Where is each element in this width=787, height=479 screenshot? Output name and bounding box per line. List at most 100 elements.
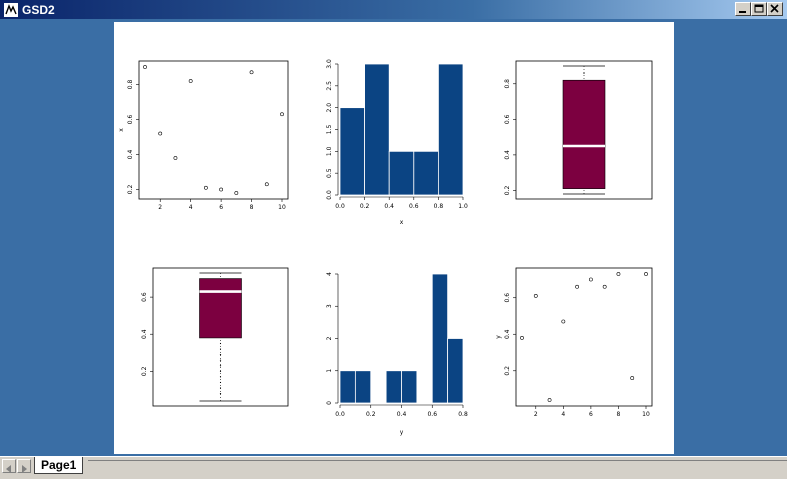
hist-x-ytick-label: 2.5: [326, 81, 333, 91]
scatter-point: [533, 294, 538, 298]
scatter-point: [143, 65, 147, 69]
boxplot-y-point: [219, 342, 222, 345]
hist-x-ytick-label: 2.0: [326, 103, 333, 113]
scatter-point: [234, 191, 239, 195]
hist-y-ytick-label: 2: [326, 336, 333, 340]
hist-x-xtick-label: 0.2: [360, 203, 370, 210]
hist-y-ytick-label: 0: [326, 401, 333, 405]
boxplot-y-point: [219, 370, 222, 372]
scatter-y-ylabel: y: [495, 335, 502, 339]
scatter-point: [602, 284, 607, 289]
scatter-x-xtick-label: 8: [250, 204, 254, 211]
scatter-point: [264, 182, 269, 187]
boxplot-y-ytick-label: 0.4: [141, 329, 148, 339]
scatter-point: [219, 187, 224, 192]
scatter-y-xtick-label: 6: [589, 411, 593, 418]
scatter-y-xtick-label: 10: [642, 411, 650, 418]
hist-x-xtick-label: 0.4: [384, 203, 394, 210]
hist-y-xtick-label: 0.4: [397, 411, 407, 418]
graphics-area: 2 4 6 8 10 0.2 0.4 0.6 0.8 x 0.0 0.2 0.4 0.6 0.8 1.0 0.0…: [0, 19, 787, 456]
hist-y-ytick-label: 1: [326, 369, 333, 373]
scatter-point: [547, 398, 552, 402]
maximize-icon: [754, 4, 764, 13]
boxplot-y-point: [219, 392, 222, 395]
close-icon: [770, 4, 779, 13]
hist-x-ytick-label: 3.0: [326, 59, 333, 69]
scatter-x-xtick-label: 2: [158, 204, 162, 211]
title-bar: GSD2: [0, 0, 787, 19]
hist-bar: [364, 63, 390, 196]
prev-page-button[interactable]: [2, 459, 16, 473]
boxplot-x-ytick-label: 0.8: [504, 79, 511, 89]
scatter-y-ytick-label: 0.6: [504, 293, 511, 303]
hist-bar: [431, 273, 449, 404]
boxplot-x-ytick-label: 0.2: [504, 185, 511, 195]
hist-y-xlabel: y: [400, 429, 404, 436]
scatter-y-xtick-label: 8: [617, 411, 621, 418]
boxplot-y-ytick-label: 0.6: [141, 292, 148, 302]
hist-y-xtick-label: 0.2: [366, 411, 376, 418]
hist-x-xlabel: x: [400, 219, 404, 226]
plot-frame: [515, 267, 653, 407]
scatter-x-ylabel: x: [118, 128, 125, 132]
boxplot-y-point: [219, 381, 222, 384]
scatter-point: [158, 131, 163, 136]
hist-x-xtick-label: 0.0: [335, 203, 345, 210]
scatter-point: [588, 277, 593, 282]
hist-x-xtick-label: 1.0: [458, 203, 468, 210]
hist-x-ytick-label: 0.5: [326, 168, 333, 178]
hist-y-ytick-label: 3: [326, 304, 333, 308]
scatter-y-ytick-label: 0.2: [504, 366, 511, 376]
boxplot-x-ytick-label: 0.6: [504, 114, 511, 124]
scatter-x-ytick-label: 0.2: [127, 185, 134, 195]
scatter-x-ytick-label: 0.4: [127, 150, 134, 160]
scatter-point: [249, 70, 254, 75]
scatter-point: [280, 112, 284, 117]
scatter-point: [188, 79, 193, 83]
boxplot-y-point: [219, 354, 222, 356]
graphics-page: 2 4 6 8 10 0.2 0.4 0.6 0.8 x 0.0 0.2 0.4 0.6 0.8 1.0 0.0…: [114, 22, 674, 454]
plot-canvas: 2 4 6 8 100.20.40.60.8x0.0 0.2 0.4 0.6 0.8 1.00.0…: [118, 59, 653, 436]
scatter-x-ytick-label: 0.8: [127, 80, 134, 90]
window-title: GSD2: [22, 2, 55, 17]
hist-y-ytick-label: 4: [326, 272, 333, 276]
app-icon: [4, 2, 18, 17]
plot-frame: [152, 267, 289, 407]
scatter-point: [575, 284, 580, 289]
next-page-button[interactable]: [17, 459, 31, 473]
minimize-icon: [739, 11, 746, 13]
boxplot-y-point: [219, 387, 222, 389]
boxplot-x-ytick-label: 0.4: [504, 150, 511, 160]
scatter-y-xtick-label: 4: [561, 411, 565, 418]
scatter-x-xtick-label: 4: [189, 204, 193, 211]
boxplot-y-box: [199, 278, 242, 339]
hist-bar: [339, 107, 366, 196]
hist-x-xtick-label: 0.8: [434, 203, 444, 210]
scatter-point: [173, 156, 178, 160]
plot-frame: [138, 60, 289, 200]
minimize-button[interactable]: [735, 2, 751, 16]
hist-bar: [339, 370, 356, 404]
close-button[interactable]: [767, 2, 783, 16]
scatter-point: [644, 272, 648, 276]
boxplot-y-point: [219, 365, 222, 367]
scatter-x-xtick-label: 6: [219, 204, 223, 211]
hist-y-xtick-label: 0.8: [458, 411, 468, 418]
left-arrow-icon: [6, 465, 11, 473]
tab-page1[interactable]: Page1: [34, 457, 84, 474]
tab-strip: [88, 460, 787, 475]
hist-bar: [388, 150, 415, 196]
page-tab-bar: Page1: [0, 456, 787, 475]
scatter-point: [616, 272, 621, 276]
scatter-point: [630, 376, 635, 380]
boxplot-y-ytick-label: 0.2: [141, 366, 148, 376]
maximize-button[interactable]: [751, 2, 767, 16]
hist-bar: [401, 370, 418, 404]
plot-frame: [515, 60, 653, 200]
boxplot-x-point: [583, 72, 585, 74]
scatter-x-xtick-label: 10: [278, 204, 286, 211]
hist-bar: [413, 150, 439, 196]
hist-bar: [437, 63, 464, 196]
hist-x-xtick-label: 0.6: [409, 203, 419, 210]
boxplot-y-point: [219, 376, 222, 378]
